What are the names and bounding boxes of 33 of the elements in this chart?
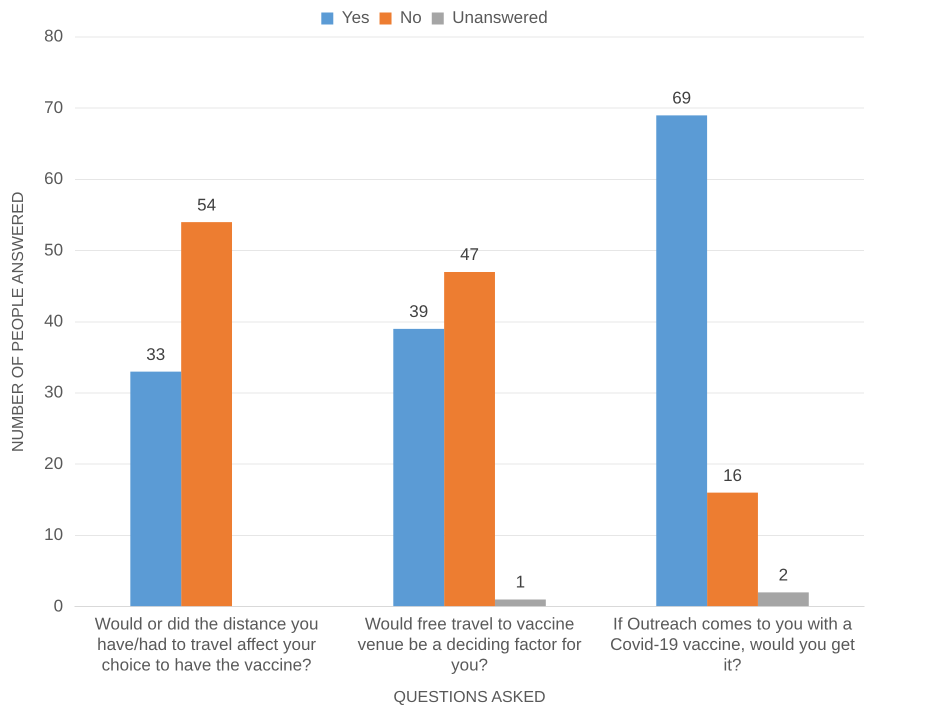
bar	[393, 328, 444, 606]
x-tick-label: If Outreach comes to you with a Covid-19 vaccine, would you get it?	[610, 614, 856, 674]
y-tick-label: 20	[44, 454, 64, 473]
y-tick-label: 40	[44, 311, 64, 330]
bar	[130, 372, 182, 606]
bar	[656, 115, 708, 606]
data-label: 16	[723, 466, 742, 485]
y-tick-label: 50	[44, 240, 64, 260]
bar	[181, 222, 232, 606]
y-axis-title: NUMBER OF PEOPLE ANSWERED	[10, 192, 28, 452]
data-label: 54	[197, 195, 216, 214]
data-label: 69	[672, 88, 692, 108]
y-tick-label: 0	[54, 596, 64, 616]
data-label: 39	[409, 302, 428, 322]
bar	[758, 592, 809, 606]
y-tick-label: 10	[44, 525, 64, 544]
y-tick-label: 80	[44, 26, 64, 46]
data-label: 1	[516, 572, 526, 592]
data-label: 2	[778, 566, 788, 585]
y-tick-label: 60	[44, 169, 64, 188]
bar	[494, 599, 546, 606]
bar	[444, 272, 495, 606]
y-tick-label: 70	[44, 98, 64, 117]
x-axis-title: QUESTIONS ASKED	[394, 688, 546, 706]
legend-label: Unanswered	[452, 8, 548, 28]
x-tick-label: Would or did the distance you have/had to travel affect your choice to have the vaccine?	[94, 614, 318, 674]
bar	[707, 492, 758, 606]
data-label: 47	[460, 245, 480, 264]
legend-label: Yes	[342, 8, 370, 28]
x-tick-label: Would free travel to vaccine venue be a deciding factor for you?	[358, 614, 582, 674]
legend-label: No	[400, 8, 422, 28]
y-tick-label: 30	[44, 382, 64, 402]
data-label: 33	[146, 344, 166, 364]
